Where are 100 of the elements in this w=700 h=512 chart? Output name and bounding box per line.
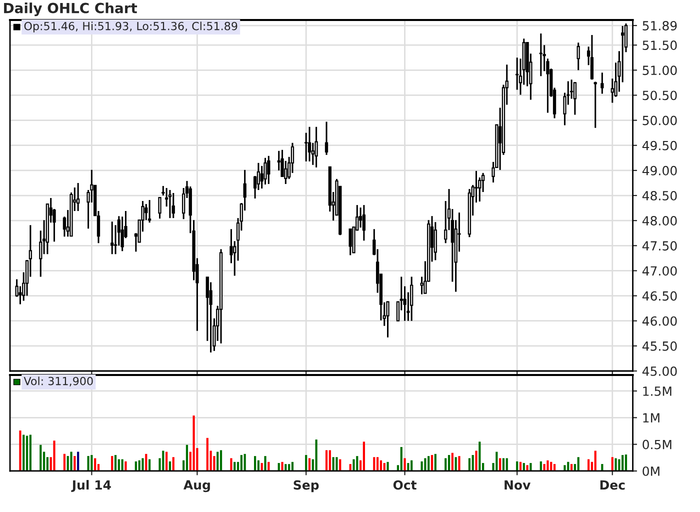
bar xyxy=(458,456,460,471)
bar xyxy=(70,452,72,471)
bar xyxy=(614,458,617,471)
bar xyxy=(240,454,242,471)
bar xyxy=(404,458,406,471)
bar xyxy=(325,450,328,471)
bar xyxy=(373,457,376,471)
bar xyxy=(264,456,266,471)
bar xyxy=(577,457,580,471)
bar xyxy=(356,456,358,471)
bar xyxy=(352,459,355,471)
bar xyxy=(315,440,318,471)
bar xyxy=(172,457,174,471)
bar xyxy=(475,450,478,471)
candlestick xyxy=(168,189,172,219)
candlestick xyxy=(362,204,366,242)
bar xyxy=(622,454,624,471)
bar xyxy=(434,454,436,471)
candlestick xyxy=(610,78,614,104)
bar xyxy=(526,465,528,471)
bar xyxy=(332,457,334,471)
bar xyxy=(216,452,219,471)
bar xyxy=(77,452,80,471)
bar xyxy=(502,458,505,471)
bar xyxy=(478,442,481,471)
bar xyxy=(499,458,502,471)
bar xyxy=(166,452,168,471)
bar xyxy=(220,450,222,471)
bar xyxy=(124,461,127,471)
y-tick-label: 48.00 xyxy=(642,216,677,226)
bar xyxy=(66,456,69,471)
y-tick-label: 0M xyxy=(642,466,660,476)
chart-title: Daily OHLC Chart xyxy=(4,2,138,16)
y-tick-label: 48.50 xyxy=(642,190,677,200)
bar xyxy=(87,456,90,471)
annotation: Vol: 311,900 xyxy=(24,376,93,386)
y-tick-label: 49.50 xyxy=(642,140,677,150)
bar xyxy=(142,458,144,471)
candlestick xyxy=(590,34,594,80)
bar xyxy=(26,436,28,471)
candlestick xyxy=(314,126,318,168)
bar xyxy=(424,458,426,471)
y-tick-label: 45.00 xyxy=(642,366,677,376)
bar xyxy=(281,462,284,471)
bar xyxy=(468,458,470,471)
bar xyxy=(546,460,549,471)
bar xyxy=(186,444,188,471)
candlestick xyxy=(148,199,152,224)
candlestick xyxy=(600,72,604,94)
y-tick-label: 1M xyxy=(643,413,660,422)
bar xyxy=(63,454,66,471)
y-tick-label: 50.50 xyxy=(642,90,677,100)
x-tick-label: Dec xyxy=(600,480,625,490)
candlestick xyxy=(267,155,270,185)
bar xyxy=(162,450,164,471)
candlestick xyxy=(264,157,267,186)
bar xyxy=(230,458,232,471)
candlestick xyxy=(621,25,624,83)
bar xyxy=(94,458,96,471)
bar xyxy=(74,456,76,471)
bar xyxy=(244,454,246,471)
x-tick-label: Aug xyxy=(183,480,210,492)
bar xyxy=(22,434,25,471)
candlestick xyxy=(516,56,519,90)
candlestick xyxy=(410,276,414,322)
candlestick xyxy=(474,170,478,204)
bar xyxy=(254,456,256,471)
bar xyxy=(496,452,498,471)
x-tick-label: Oct xyxy=(393,480,417,490)
bar xyxy=(114,454,117,471)
bar xyxy=(400,446,402,471)
bar xyxy=(206,438,208,471)
candlestick xyxy=(144,203,148,221)
candlestick xyxy=(324,121,328,156)
bar xyxy=(472,454,474,471)
bar xyxy=(145,454,148,471)
bar xyxy=(624,454,628,471)
candlestick xyxy=(386,300,390,338)
bar xyxy=(111,456,114,471)
x-tick-label: Jul 14 xyxy=(71,480,111,492)
bar xyxy=(530,462,532,471)
candlestick xyxy=(420,276,424,296)
bar xyxy=(428,456,430,471)
bar xyxy=(362,442,365,471)
y-tick-label: 1.5M xyxy=(643,386,672,396)
candlestick xyxy=(110,220,114,255)
bar xyxy=(506,458,508,471)
x-tick-label: Nov xyxy=(504,480,531,490)
y-tick-label: 47.50 xyxy=(642,241,677,251)
bar xyxy=(420,461,423,471)
bar xyxy=(564,465,566,471)
bar xyxy=(386,462,389,471)
candlestick xyxy=(172,192,175,219)
bar xyxy=(430,454,434,471)
y-tick-label: 49.00 xyxy=(642,166,677,176)
bar xyxy=(328,450,331,471)
y-tick-label: 46.50 xyxy=(642,291,677,301)
bar xyxy=(53,440,56,471)
y-tick-label: 50.00 xyxy=(642,116,677,126)
y-tick-label: 51.00 xyxy=(642,66,677,76)
